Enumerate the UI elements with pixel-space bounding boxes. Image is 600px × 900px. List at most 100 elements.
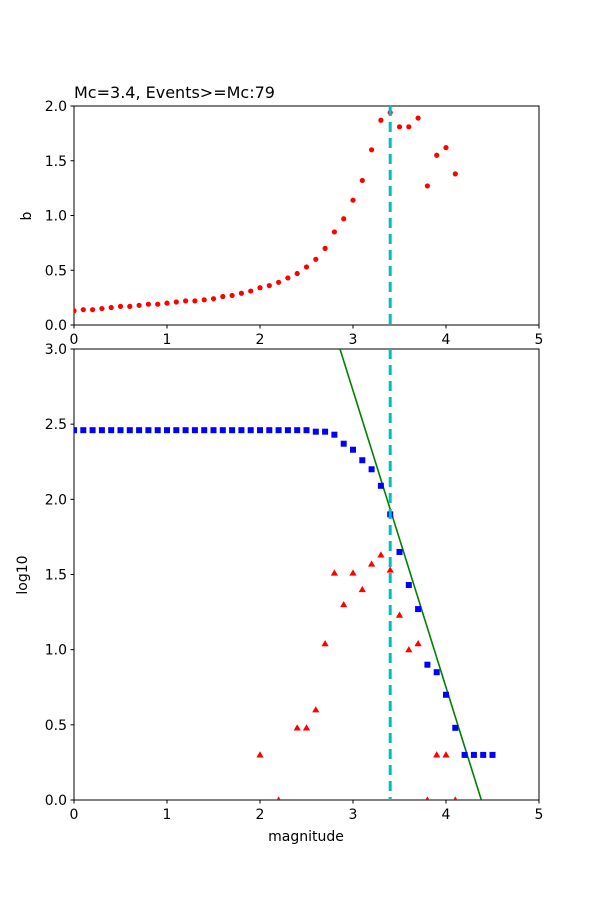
b-value-point	[350, 197, 356, 203]
bin-count-point	[312, 706, 320, 713]
cumulative-count-point	[340, 440, 347, 447]
b-value-point	[359, 177, 365, 184]
cumulative-count-point	[396, 548, 403, 555]
b-value-point	[266, 282, 272, 289]
cumulative-count-point	[89, 427, 96, 434]
cumulative-count-point	[126, 427, 133, 434]
cumulative-count-point	[284, 427, 291, 434]
b-value-point	[229, 292, 235, 299]
b-value-point	[313, 256, 319, 262]
b-value-point	[303, 264, 310, 270]
bottom-x-axis-label: magnitude	[268, 829, 344, 845]
b-value-point	[257, 285, 263, 291]
b-value-point	[74, 308, 77, 314]
bottom-x-tick-label: 3	[349, 807, 358, 823]
cumulative-count-point	[470, 751, 477, 758]
cumulative-count-point	[191, 427, 198, 434]
b-value-point	[99, 305, 105, 312]
b-value-point	[378, 117, 384, 123]
bottom-x-tick-label: 1	[163, 807, 172, 823]
bottom-x-tick-label: 2	[256, 807, 265, 823]
cumulative-count-point	[108, 427, 115, 434]
b-value-point	[238, 290, 244, 296]
cumulative-count-point	[275, 427, 282, 434]
bin-count-point	[358, 585, 366, 593]
bin-count-point	[377, 551, 385, 558]
cumulative-count-point	[164, 427, 170, 434]
cumulative-count-point	[303, 427, 310, 434]
cumulative-count-point	[136, 427, 143, 434]
cumulative-count-point	[415, 606, 422, 613]
bin-count-point	[414, 640, 422, 647]
bottom-plot: 0 1 2 3 4 5 0.0 0.5 1.0 1.5 2.0 2.5 3.0	[45, 342, 544, 823]
cumulative-count-point	[257, 427, 263, 434]
b-value-point	[220, 293, 226, 300]
b-value-point	[201, 297, 207, 303]
b-value-point	[424, 183, 430, 189]
cumulative-count-point	[312, 428, 319, 435]
cumulative-count-point	[424, 661, 431, 668]
b-value-point	[443, 145, 449, 151]
bottom-data-area	[74, 349, 496, 800]
bin-count-point	[386, 566, 394, 573]
b-value-point	[452, 171, 458, 177]
cumulative-count-point	[182, 427, 189, 434]
bottom-axes-frame	[73, 348, 540, 801]
b-value-point	[369, 147, 375, 153]
b-value-point	[80, 307, 86, 313]
cumulative-count-point	[359, 457, 366, 464]
cumulative-count-point	[173, 427, 180, 434]
cumulative-count-point	[80, 427, 87, 434]
b-value-point	[276, 279, 282, 285]
b-value-point	[322, 245, 328, 251]
b-value-point	[285, 275, 291, 281]
b-value-point	[341, 216, 347, 222]
cumulative-count-point	[368, 466, 375, 473]
bottom-y-tick-label: 2.5	[45, 417, 67, 433]
b-value-point	[108, 304, 114, 311]
b-value-point	[136, 302, 142, 308]
bottom-y-tick-label: 3.0	[45, 342, 67, 358]
bin-count-point	[302, 724, 311, 731]
b-value-point	[183, 298, 189, 304]
cumulative-count-point	[489, 751, 496, 758]
b-value-point	[434, 152, 440, 158]
top-y-tick-label: 1.5	[45, 154, 67, 170]
cumulative-count-point	[154, 427, 161, 434]
top-chart-title: Mc=3.4, Events>=Mc:79	[74, 83, 275, 102]
b-value-point	[331, 229, 337, 235]
bottom-x-tick-label: 5	[535, 807, 544, 823]
b-value-point	[117, 303, 124, 309]
bottom-y-axis-label: log10	[15, 555, 31, 594]
cumulative-count-point	[405, 582, 412, 589]
bin-count-point	[405, 646, 413, 653]
bin-count-point	[433, 751, 441, 758]
bin-count-point	[340, 600, 348, 608]
top-y-axis-label: b	[19, 211, 35, 220]
cumulative-count-point	[480, 751, 487, 758]
bottom-y-tick-label: 0.0	[45, 793, 67, 809]
cumulative-count-point	[219, 427, 226, 434]
bin-count-point	[276, 796, 281, 800]
top-y-tick-label: 0.5	[45, 263, 67, 279]
cumulative-count-point	[201, 427, 208, 434]
b-value-point	[127, 303, 133, 309]
b-value-point	[406, 124, 412, 130]
cumulative-count-point	[294, 427, 301, 434]
b-value-point	[164, 300, 170, 306]
bottom-y-tick-label: 2.0	[45, 492, 67, 508]
bin-count-point	[368, 560, 376, 567]
bottom-y-tick-label: 0.5	[45, 718, 67, 734]
gr-fit-line-line	[339, 349, 483, 800]
cumulative-count-point	[238, 427, 245, 434]
b-value-point	[210, 296, 217, 302]
bin-count-point	[395, 611, 404, 618]
bin-count-point	[293, 724, 301, 731]
cumulative-count-point	[331, 431, 338, 438]
cumulative-count-point	[443, 691, 449, 698]
cumulative-count-point	[145, 427, 152, 434]
b-value-point	[248, 288, 254, 294]
cumulative-count-point	[377, 482, 384, 489]
bottom-y-tick-label: 1.5	[45, 568, 67, 584]
bottom-y-tick-label: 1.0	[45, 643, 67, 659]
